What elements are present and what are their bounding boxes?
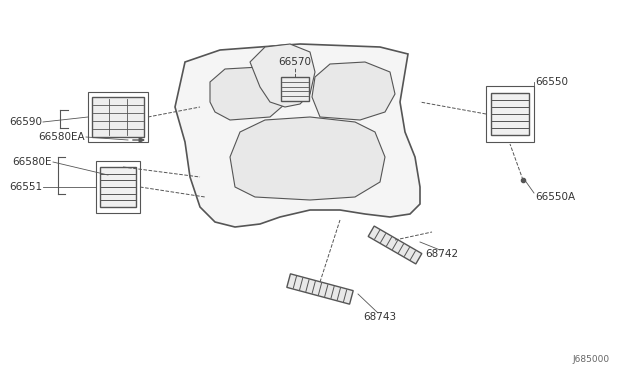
FancyBboxPatch shape: [281, 77, 309, 101]
Text: 68742: 68742: [426, 249, 459, 259]
FancyBboxPatch shape: [491, 93, 529, 135]
Text: 68743: 68743: [364, 312, 397, 322]
Polygon shape: [230, 117, 385, 200]
Polygon shape: [175, 44, 420, 227]
Text: 66550: 66550: [535, 77, 568, 87]
FancyBboxPatch shape: [368, 226, 422, 264]
Polygon shape: [250, 44, 315, 107]
Polygon shape: [210, 67, 285, 120]
Text: 66551: 66551: [9, 182, 42, 192]
Polygon shape: [312, 62, 395, 120]
Text: J685000: J685000: [573, 356, 610, 365]
Text: 66580EA: 66580EA: [38, 132, 85, 142]
Text: 66570: 66570: [278, 57, 312, 67]
FancyBboxPatch shape: [92, 97, 144, 137]
Text: 66550A: 66550A: [535, 192, 575, 202]
Text: 66590: 66590: [9, 117, 42, 127]
FancyBboxPatch shape: [100, 167, 136, 207]
FancyBboxPatch shape: [287, 274, 353, 304]
Text: 66580E: 66580E: [13, 157, 52, 167]
